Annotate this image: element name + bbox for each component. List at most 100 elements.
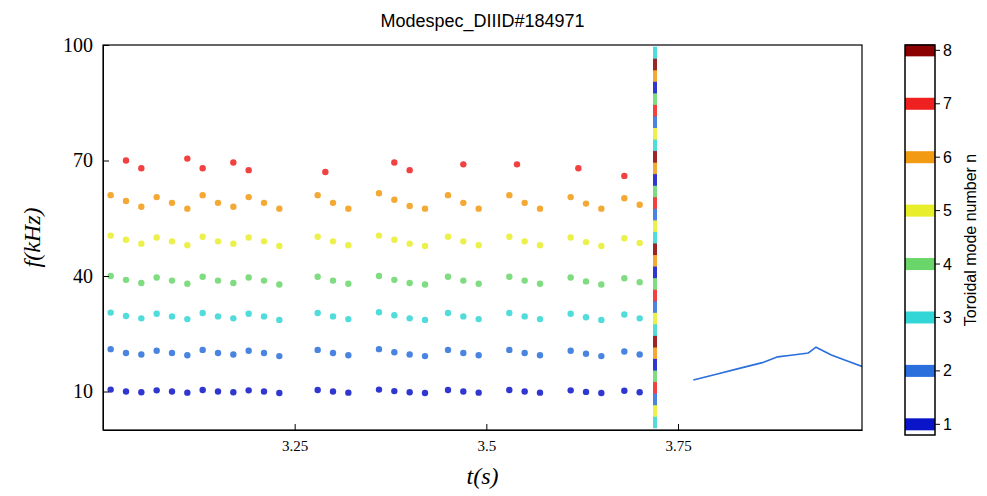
mode-point <box>199 274 205 280</box>
colorbar-band <box>905 44 935 56</box>
mode-point <box>653 405 657 417</box>
x-axis: 3.253.53.75 <box>104 424 863 454</box>
mode-point <box>245 311 251 317</box>
mode-point <box>598 353 604 359</box>
mode-point <box>276 390 282 396</box>
mode-point <box>245 234 251 240</box>
mode-point <box>422 205 428 211</box>
y-tick-mark <box>103 161 109 162</box>
mode-point <box>621 275 627 281</box>
mode-point <box>537 281 543 287</box>
mode-point <box>215 313 221 319</box>
mode-point <box>261 388 267 394</box>
mode-point <box>199 347 205 353</box>
mode-point <box>583 389 589 395</box>
x-axis-title: t(s) <box>467 463 499 489</box>
mode-point <box>598 317 604 323</box>
mode-point <box>460 313 466 319</box>
mode-point <box>445 274 451 280</box>
mode-point <box>169 277 175 283</box>
mode-point <box>653 347 657 359</box>
mode-point <box>653 324 657 336</box>
mode-point <box>215 238 221 244</box>
mode-point <box>215 200 221 206</box>
mode-point <box>138 280 144 286</box>
mode-point <box>653 197 657 209</box>
mode-point <box>107 192 113 198</box>
y-tick-label: 100 <box>63 34 93 56</box>
mode-point <box>567 234 573 240</box>
mode-point <box>406 167 412 173</box>
mode-point <box>521 200 527 206</box>
mode-point <box>261 200 267 206</box>
mode-point <box>460 238 466 244</box>
mode-point <box>621 388 627 394</box>
colorbar-tick-label: 5 <box>943 202 952 219</box>
colorbar-band <box>905 205 935 217</box>
mode-point <box>345 389 351 395</box>
mode-point <box>245 387 251 393</box>
colorbar: 12345678Toroidal mode number n <box>905 42 979 435</box>
x-tick-mark <box>678 424 679 430</box>
mode-point <box>330 313 336 319</box>
mode-point <box>653 174 657 186</box>
mode-point <box>422 281 428 287</box>
x-tick-label: 3.25 <box>282 438 308 454</box>
mode-point <box>636 279 642 285</box>
mode-point <box>184 389 190 395</box>
mode-point <box>567 194 573 200</box>
mode-point <box>376 273 382 279</box>
mode-point <box>184 205 190 211</box>
y-tick-mark <box>103 392 109 393</box>
title: Modespec_DIIID#184971 <box>380 11 584 32</box>
mode-point <box>153 274 159 280</box>
mode-point <box>230 159 236 165</box>
mode-point <box>406 315 412 321</box>
mode-point <box>230 351 236 357</box>
mode-point <box>521 277 527 283</box>
mode-point <box>230 204 236 210</box>
mode-point <box>314 274 320 280</box>
mode-point <box>653 139 657 151</box>
y-axis-line <box>103 46 104 431</box>
mode-point <box>460 200 466 206</box>
mode-point <box>314 234 320 240</box>
mode-point <box>475 316 481 322</box>
mode-point <box>314 387 320 393</box>
mode-point <box>653 128 657 140</box>
mode-point <box>345 316 351 322</box>
mode-point <box>653 208 657 220</box>
y-tick-mark <box>103 276 109 277</box>
mode-point <box>598 281 604 287</box>
colorbar-tick-label: 2 <box>943 362 952 379</box>
mode-point <box>245 274 251 280</box>
colorbar-band <box>905 311 935 323</box>
colorbar-tick-label: 3 <box>943 309 952 326</box>
mode-point <box>506 234 512 240</box>
mode-point <box>422 353 428 359</box>
mode-point <box>445 234 451 240</box>
mode-point <box>345 352 351 358</box>
mode-point <box>653 93 657 105</box>
mode-point <box>138 351 144 357</box>
plot-frame <box>103 45 862 430</box>
mode-point <box>276 353 282 359</box>
mode-point <box>376 386 382 392</box>
mode-point <box>376 309 382 315</box>
mode-point <box>184 316 190 322</box>
mode-point <box>406 351 412 357</box>
mode-point <box>621 235 627 241</box>
mode-point <box>521 238 527 244</box>
mode-point <box>621 348 627 354</box>
mode-point <box>230 240 236 246</box>
mode-point <box>653 162 657 174</box>
y-tick: 10 <box>73 380 109 402</box>
mode-point <box>261 277 267 283</box>
mode-point <box>506 387 512 393</box>
mode-point <box>138 165 144 171</box>
mode-point <box>184 281 190 287</box>
mode-point <box>445 387 451 393</box>
mode-point <box>653 185 657 197</box>
mode-point <box>138 389 144 395</box>
y-axis: 104070100 <box>63 34 109 431</box>
